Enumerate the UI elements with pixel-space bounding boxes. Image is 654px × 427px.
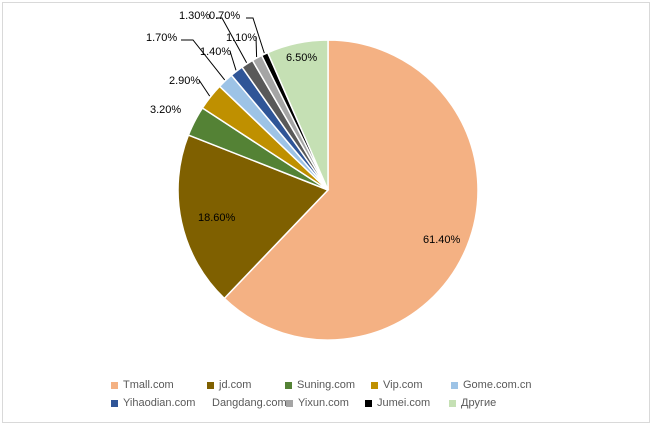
- data-label-jumei-com: 0.70%: [209, 10, 240, 22]
- pie-slice-tmall-com: [223, 39, 479, 341]
- data-label-vip-com: 2.90%: [169, 75, 200, 87]
- legend-row-1: Tmall.com jd.com Suning.com Vip.com Gome.com…: [111, 376, 551, 394]
- data-label-tmall-com: 61.40%: [423, 234, 461, 246]
- legend: Tmall.com jd.com Suning.com Vip.com Gome.com…: [111, 376, 551, 412]
- legend-label-tmall-com: Tmall.com: [123, 379, 174, 391]
- data-label-jd-com: 18.60%: [198, 212, 236, 224]
- legend-item-jumei-com: Jumei.com: [365, 397, 449, 409]
- legend-label-jumei-com: Jumei.com: [377, 397, 431, 409]
- pie-slice-other: [266, 39, 329, 191]
- data-label-other: 6.50%: [286, 52, 317, 64]
- legend-label-yixun-com: Yixun.com: [298, 397, 349, 409]
- leader-line-yihaodian-com: [229, 50, 237, 71]
- legend-swatch-yixun-com: [286, 399, 293, 407]
- legend-label-other: Другие: [461, 397, 497, 409]
- data-labels: 61.40% 18.60% 3.20% 2.90% 1.70% 1.40% 1.30% 1.1…: [146, 10, 461, 246]
- chart-area: 61.40% 18.60% 3.20% 2.90% 1.70% 1.40% 1.30% 1.1…: [2, 2, 650, 423]
- legend-swatch-suning-com: [285, 381, 292, 389]
- data-label-gome-com-cn: 1.70%: [146, 32, 177, 44]
- legend-label-suning-com: Suning.com: [297, 379, 356, 391]
- legend-item-tmall-com: Tmall.com: [111, 379, 207, 391]
- legend-item-other: Другие: [449, 397, 519, 409]
- leader-line-yixun-com: [255, 36, 258, 58]
- legend-swatch-gome-com-cn: [451, 381, 458, 389]
- data-label-suning-com: 3.20%: [150, 104, 181, 116]
- legend-item-suning-com: Suning.com: [285, 379, 371, 391]
- legend-item-gome-com-cn: Gome.com.cn: [451, 379, 541, 391]
- data-label-yixun-com: 1.10%: [226, 32, 257, 44]
- pie-chart: 61.40% 18.60% 3.20% 2.90% 1.70% 1.40% 1.30% 1.1…: [146, 10, 479, 341]
- legend-row-2: Yihaodian.com Dangdang.com Yixun.com Jumei.…: [111, 394, 551, 412]
- pie-slices: [177, 39, 479, 341]
- legend-label-yihaodian-com: Yihaodian.com: [123, 397, 196, 409]
- leader-line-gome-com-cn: [181, 39, 226, 81]
- legend-swatch-vip-com: [371, 381, 378, 389]
- legend-swatch-tmall-com: [111, 381, 118, 389]
- legend-swatch-yihaodian-com: [111, 399, 118, 407]
- legend-item-jd-com: jd.com: [207, 379, 285, 391]
- data-label-yihaodian-com: 1.40%: [200, 46, 231, 58]
- legend-label-gome-com-cn: Gome.com.cn: [463, 379, 532, 391]
- leader-line-dangdang-com: [216, 17, 248, 64]
- leader-lines: [181, 17, 265, 97]
- legend-label-vip-com: Vip.com: [383, 379, 423, 391]
- legend-swatch-jumei-com: [365, 399, 372, 407]
- legend-item-yihaodian-com: Yihaodian.com: [111, 397, 207, 409]
- legend-item-dangdang-com: Dangdang.com: [207, 397, 287, 409]
- leader-line-vip-com: [198, 79, 211, 97]
- leader-line-jumei-com: [246, 17, 265, 54]
- legend-swatch-jd-com: [207, 381, 214, 389]
- legend-label-dangdang-com: Dangdang.com: [212, 397, 287, 409]
- legend-label-jd-com: jd.com: [219, 379, 252, 391]
- legend-swatch-other: [449, 399, 456, 407]
- legend-item-yixun-com: Yixun.com: [286, 397, 365, 409]
- data-label-dangdang-com: 1.30%: [179, 10, 210, 22]
- legend-item-vip-com: Vip.com: [371, 379, 451, 391]
